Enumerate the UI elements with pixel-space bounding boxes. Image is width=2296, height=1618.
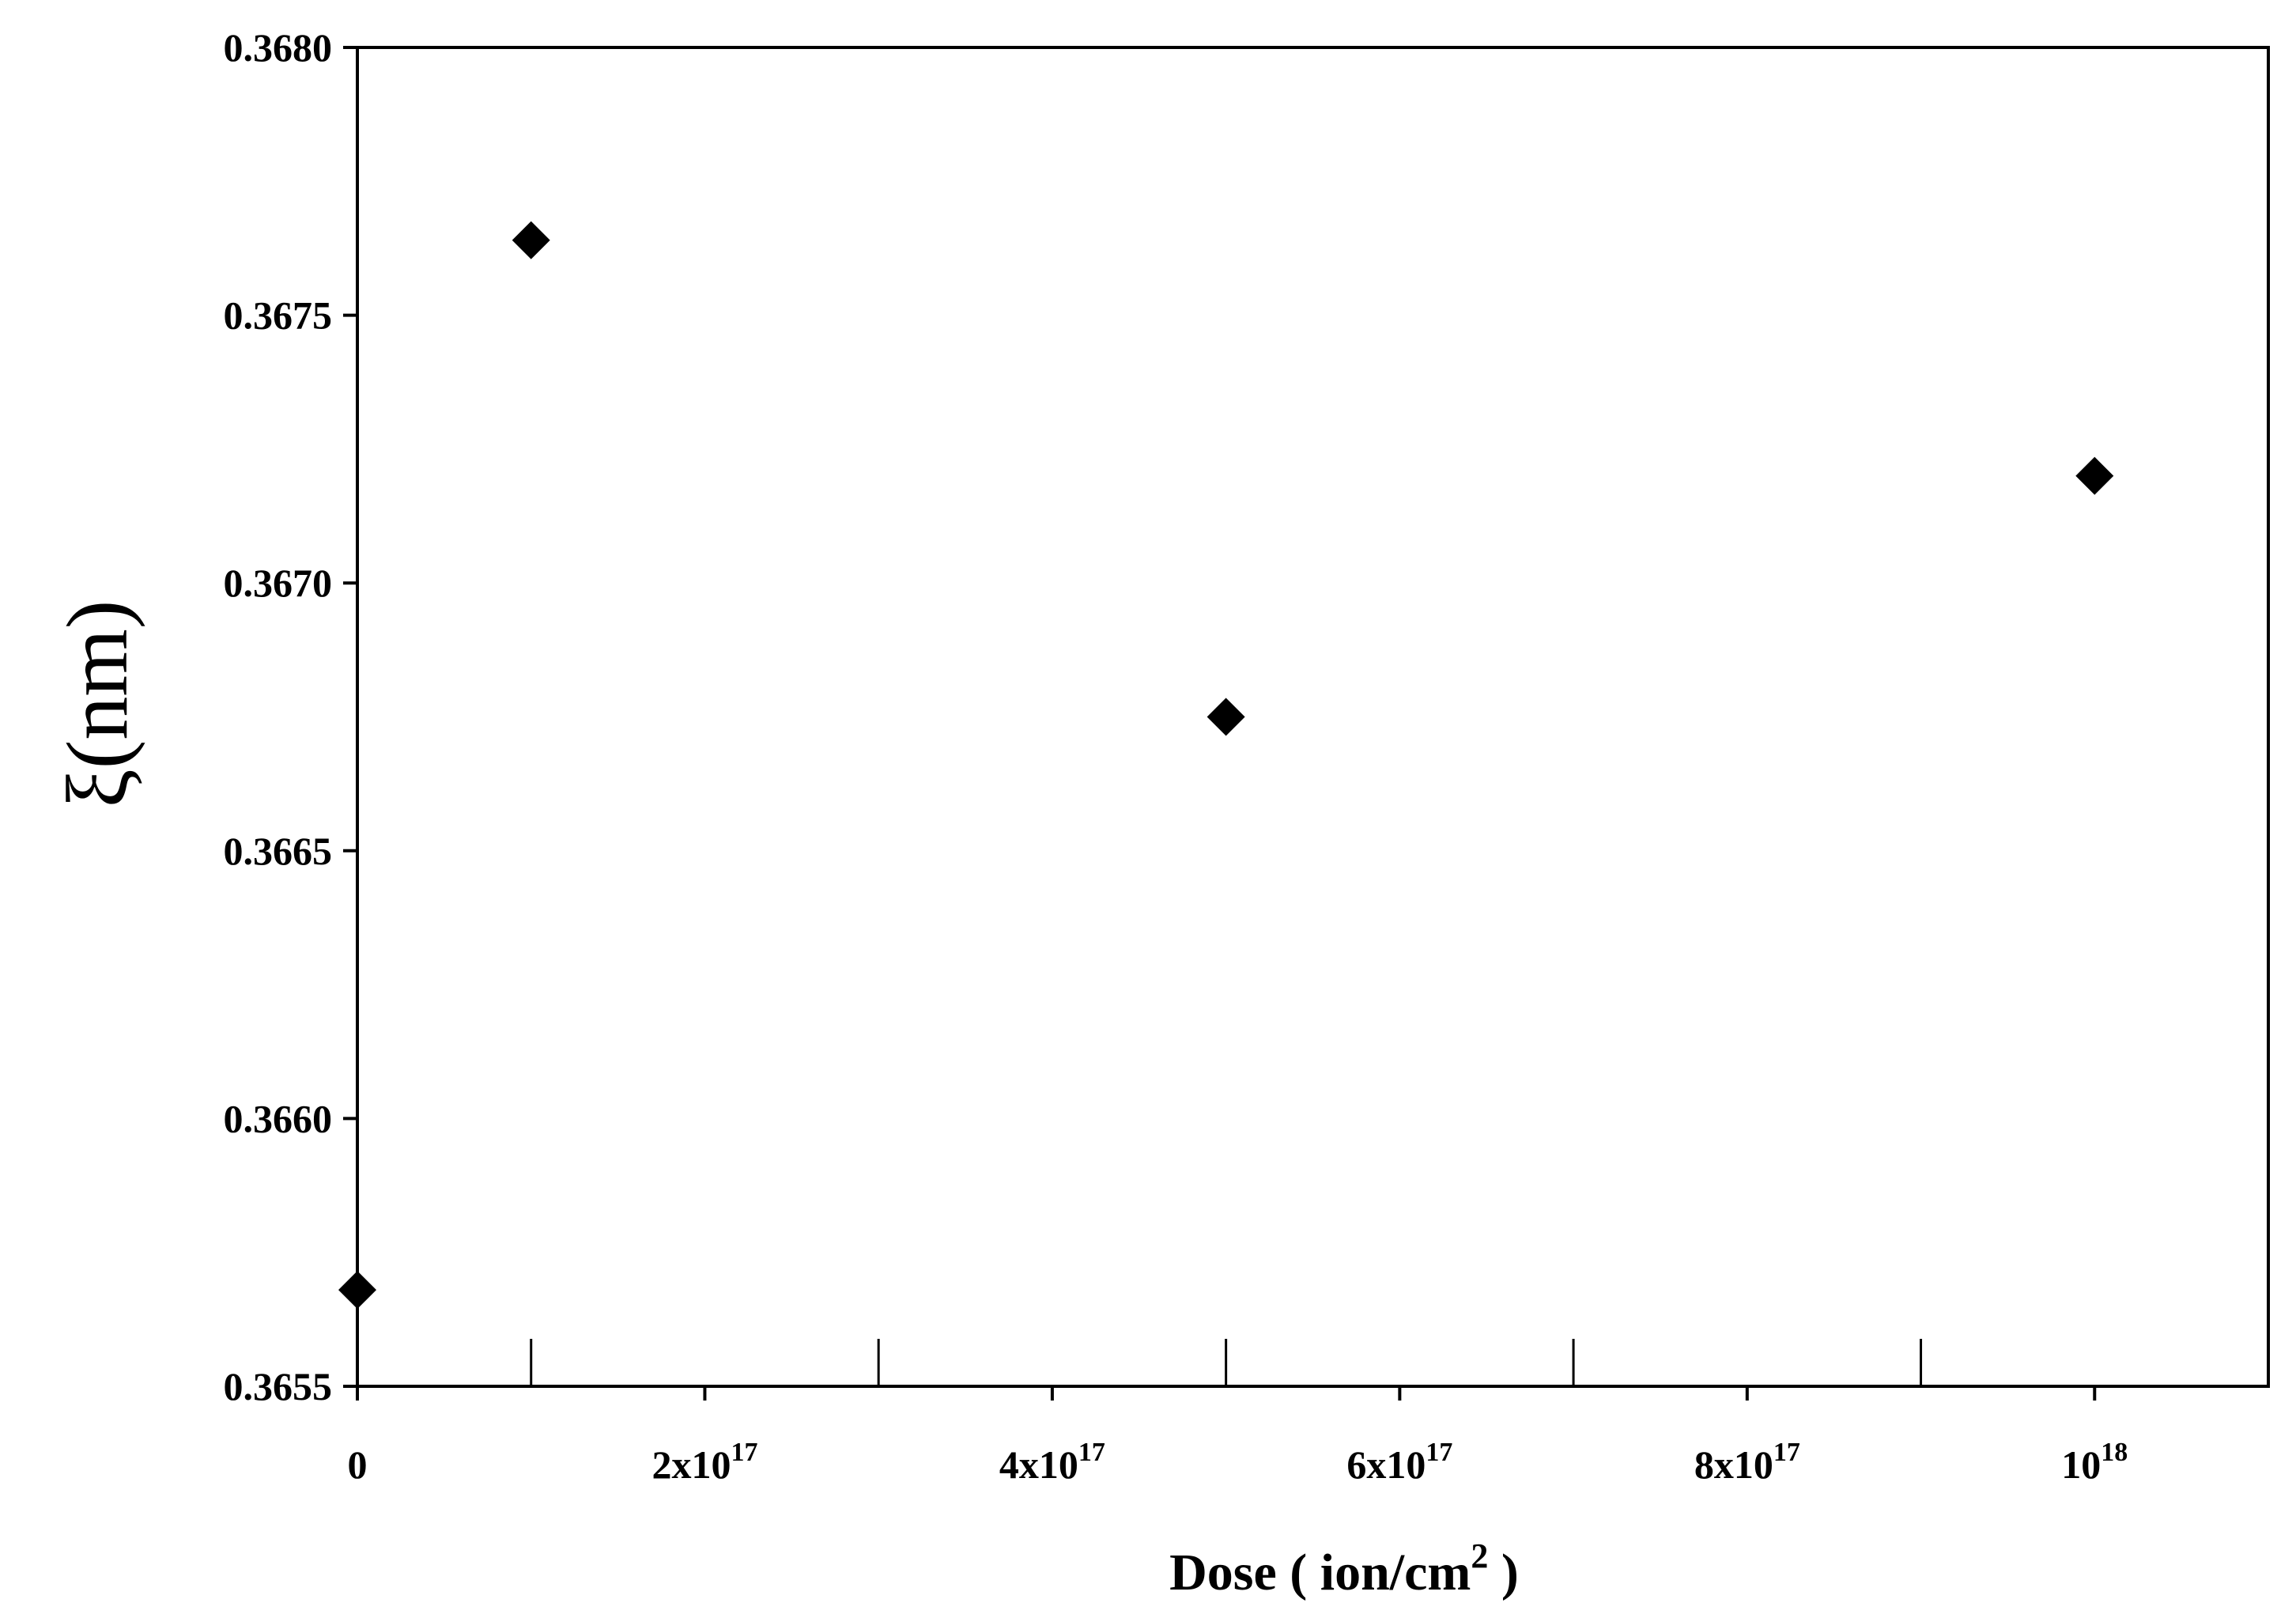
x-tick-label-base: 6x10 bbox=[1346, 1442, 1426, 1487]
x-tick-label: 0 bbox=[348, 1442, 368, 1487]
x-tick-label-base: 4x10 bbox=[999, 1442, 1078, 1487]
y-tick-label: 0.3655 bbox=[224, 1364, 333, 1408]
x-tick-label-base: 10 bbox=[2061, 1442, 2101, 1487]
x-tick-label: 1018 bbox=[2061, 1438, 2128, 1487]
marker bbox=[512, 221, 550, 259]
x-axis-title: Dose ( ion/cm2 ) bbox=[1169, 1537, 1519, 1601]
x-tick-label-sup: 17 bbox=[1426, 1438, 1452, 1467]
x-tick-label: 6x1017 bbox=[1346, 1438, 1452, 1487]
y-tick-label: 0.3665 bbox=[224, 829, 333, 873]
x-axis-title-tail: ) bbox=[1488, 1544, 1518, 1601]
x-tick-label: 8x1017 bbox=[1694, 1438, 1800, 1487]
marker bbox=[2075, 456, 2114, 495]
marker bbox=[338, 1271, 376, 1310]
x-tick-label-base: 8x10 bbox=[1694, 1442, 1773, 1487]
x-axis-title-text: Dose ( ion/cm bbox=[1169, 1544, 1471, 1601]
y-tick-label: 0.3660 bbox=[224, 1096, 333, 1140]
x-axis-title-sup: 2 bbox=[1471, 1537, 1488, 1575]
y-tick-label: 0.3675 bbox=[224, 293, 333, 338]
x-tick-label: 4x1017 bbox=[999, 1438, 1105, 1487]
x-tick-label-sup: 18 bbox=[2101, 1438, 2128, 1467]
x-tick-label-sup: 17 bbox=[1773, 1438, 1800, 1467]
marker bbox=[1207, 697, 1245, 736]
x-tick-label-base: 2x10 bbox=[651, 1442, 731, 1487]
x-tick-label-base: 0 bbox=[348, 1442, 368, 1487]
x-tick-label-sup: 17 bbox=[1078, 1438, 1105, 1467]
y-axis-title: ξ(nm) bbox=[49, 600, 145, 808]
x-tick-label: 2x1017 bbox=[651, 1438, 757, 1487]
x-tick-label-sup: 17 bbox=[731, 1438, 757, 1467]
y-tick-label: 0.3670 bbox=[224, 561, 333, 605]
y-tick-label: 0.3680 bbox=[224, 25, 333, 70]
plot-frame bbox=[356, 46, 2270, 1388]
